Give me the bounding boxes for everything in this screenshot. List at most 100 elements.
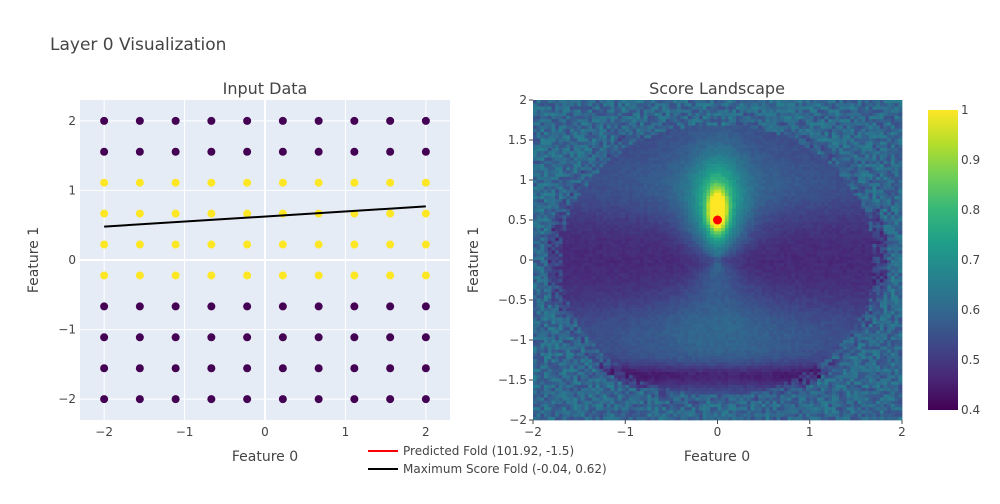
heatmap-cell xyxy=(548,215,552,219)
heatmap-cell xyxy=(599,119,603,123)
heatmap-cell xyxy=(706,186,710,190)
heatmap-cell xyxy=(898,209,902,213)
heatmap-cell xyxy=(570,241,574,245)
heatmap-cell xyxy=(540,244,544,248)
heatmap-cell xyxy=(898,228,902,232)
heatmap-cell xyxy=(895,113,899,117)
heatmap-cell xyxy=(647,180,651,184)
heatmap-cell xyxy=(832,161,836,165)
heatmap-cell xyxy=(891,177,895,181)
heatmap-cell xyxy=(758,177,762,181)
heatmap-cell xyxy=(714,174,718,178)
heatmap-cell xyxy=(548,244,552,248)
heatmap-cell xyxy=(884,148,888,152)
heatmap-cell xyxy=(714,254,718,258)
heatmap-cell xyxy=(666,228,670,232)
heatmap-cell xyxy=(625,100,629,104)
heatmap-cell xyxy=(725,193,729,197)
heatmap-cell xyxy=(828,145,832,149)
heatmap-cell xyxy=(548,119,552,123)
heatmap-cell xyxy=(688,222,692,226)
heatmap-cell xyxy=(618,183,622,187)
heatmap-cell xyxy=(633,254,637,258)
heatmap-cell xyxy=(673,126,677,130)
heatmap-cell xyxy=(872,138,876,142)
heatmap-cell xyxy=(872,231,876,235)
heatmap-cell xyxy=(622,215,626,219)
heatmap-cell xyxy=(603,167,607,171)
heatmap-cell xyxy=(599,209,603,213)
heatmap-cell xyxy=(625,250,629,254)
heatmap-cell xyxy=(843,180,847,184)
heatmap-cell xyxy=(658,196,662,200)
heatmap-cell xyxy=(758,110,762,114)
heatmap-cell xyxy=(706,161,710,165)
heatmap-cell xyxy=(658,122,662,126)
heatmap-cell xyxy=(651,100,655,104)
heatmap-cell xyxy=(699,215,703,219)
heatmap-cell xyxy=(566,167,570,171)
heatmap-cell xyxy=(625,215,629,219)
heatmap-cell xyxy=(607,215,611,219)
heatmap-cell xyxy=(751,193,755,197)
heatmap-cell xyxy=(703,135,707,139)
heatmap-cell xyxy=(673,196,677,200)
data-point xyxy=(422,148,430,156)
heatmap-cell xyxy=(773,225,777,229)
heatmap-cell xyxy=(758,222,762,226)
heatmap-cell xyxy=(592,148,596,152)
heatmap-cell xyxy=(895,158,899,162)
heatmap-cell xyxy=(850,170,854,174)
heatmap-cell xyxy=(581,116,585,120)
heatmap-cell xyxy=(773,250,777,254)
heatmap-cell xyxy=(592,193,596,197)
heatmap-cell xyxy=(758,129,762,133)
heatmap-cell xyxy=(799,238,803,242)
heatmap-cell xyxy=(791,244,795,248)
heatmap-cell xyxy=(655,122,659,126)
heatmap-cell xyxy=(622,132,626,136)
heatmap-cell xyxy=(721,138,725,142)
heatmap-cell xyxy=(662,129,666,133)
heatmap-cell xyxy=(865,100,869,104)
heatmap-cell xyxy=(799,164,803,168)
heatmap-cell xyxy=(684,238,688,242)
heatmap-cell xyxy=(876,238,880,242)
heatmap-cell xyxy=(898,161,902,165)
heatmap-cell xyxy=(751,228,755,232)
heatmap-cell xyxy=(563,228,567,232)
heatmap-cell xyxy=(729,135,733,139)
heatmap-cell xyxy=(788,113,792,117)
heatmap-cell xyxy=(544,158,548,162)
heatmap-cell xyxy=(880,177,884,181)
heatmap-cell xyxy=(718,180,722,184)
heatmap-cell xyxy=(677,250,681,254)
heatmap-cell xyxy=(599,129,603,133)
heatmap-cell xyxy=(633,209,637,213)
heatmap-cell xyxy=(884,142,888,146)
heatmap-cell xyxy=(788,129,792,133)
heatmap-cell xyxy=(732,151,736,155)
heatmap-cell xyxy=(699,222,703,226)
heatmap-cell xyxy=(688,202,692,206)
heatmap-cell xyxy=(725,164,729,168)
heatmap-cell xyxy=(825,106,829,110)
heatmap-cell xyxy=(658,145,662,149)
heatmap-cell xyxy=(710,119,714,123)
heatmap-cell xyxy=(762,167,766,171)
heatmap-cell xyxy=(677,122,681,126)
heatmap-cell xyxy=(607,129,611,133)
heatmap-cell xyxy=(684,196,688,200)
heatmap-cell xyxy=(825,215,829,219)
heatmap-cell xyxy=(813,218,817,222)
heatmap-cell xyxy=(806,151,810,155)
heatmap-cell xyxy=(684,199,688,203)
heatmap-cell xyxy=(662,231,666,235)
heatmap-cell xyxy=(599,254,603,258)
heatmap-cell xyxy=(795,148,799,152)
heatmap-cell xyxy=(574,193,578,197)
heatmap-cell xyxy=(718,135,722,139)
heatmap-cell xyxy=(784,193,788,197)
heatmap-cell xyxy=(791,129,795,133)
heatmap-cell xyxy=(884,132,888,136)
